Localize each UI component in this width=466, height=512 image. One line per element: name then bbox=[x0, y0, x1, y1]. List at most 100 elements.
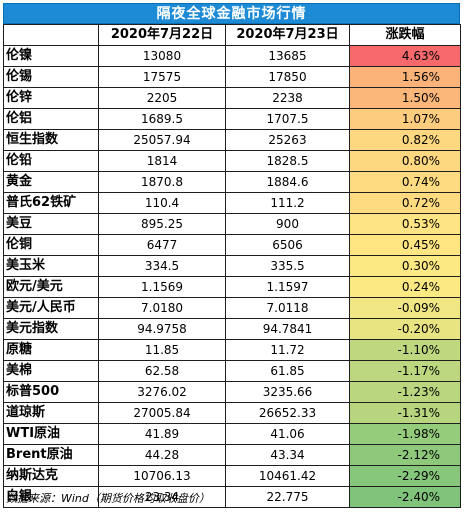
price-0722-cell: 6477 bbox=[98, 234, 226, 256]
table-row: 美棉 62.58 61.85 -1.17% bbox=[3, 360, 461, 382]
change-pct-cell: 0.30% bbox=[349, 255, 461, 277]
header-blank bbox=[3, 24, 99, 46]
change-pct-cell: -2.12% bbox=[349, 444, 461, 466]
change-pct-cell: 0.53% bbox=[349, 213, 461, 235]
change-pct-cell: -1.31% bbox=[349, 402, 461, 424]
asset-name-cell: 伦镍 bbox=[3, 45, 99, 67]
change-pct-cell: 1.56% bbox=[349, 66, 461, 88]
asset-name-cell: 黄金 bbox=[3, 171, 99, 193]
price-0723-cell: 22.775 bbox=[225, 486, 350, 508]
price-0723-cell: 3235.66 bbox=[225, 381, 350, 403]
change-pct-cell: 1.07% bbox=[349, 108, 461, 130]
asset-name-cell: 美豆 bbox=[3, 213, 99, 235]
price-0722-cell: 17575 bbox=[98, 66, 226, 88]
change-pct-cell: -0.09% bbox=[349, 297, 461, 319]
table-row: 恒生指数 25057.94 25263 0.82% bbox=[3, 129, 461, 151]
change-pct-cell: 4.63% bbox=[349, 45, 461, 67]
table-row: 美豆 895.25 900 0.53% bbox=[3, 213, 461, 235]
asset-name-cell: 纳斯达克 bbox=[3, 465, 99, 487]
price-0722-cell: 7.0180 bbox=[98, 297, 226, 319]
price-0723-cell: 11.72 bbox=[225, 339, 350, 361]
asset-name-cell: WTI原油 bbox=[3, 423, 99, 445]
asset-name-cell: 美玉米 bbox=[3, 255, 99, 277]
change-pct-cell: 0.80% bbox=[349, 150, 461, 172]
asset-name-cell: 白银 bbox=[3, 486, 99, 508]
price-0723-cell: 900 bbox=[225, 213, 350, 235]
price-0723-cell: 13685 bbox=[225, 45, 350, 67]
asset-name-cell: 伦铝 bbox=[3, 108, 99, 130]
price-0722-cell: 25057.94 bbox=[98, 129, 226, 151]
market-table: 2020年7月22日 2020年7月23日 涨跌幅 伦镍 13080 13685 4.… bbox=[3, 24, 461, 508]
price-0722-cell: 62.58 bbox=[98, 360, 226, 382]
price-0722-cell: 895.25 bbox=[98, 213, 226, 235]
asset-name-cell: 美元指数 bbox=[3, 318, 99, 340]
table-row: 伦镍 13080 13685 4.63% bbox=[3, 45, 461, 67]
price-0723-cell: 335.5 bbox=[225, 255, 350, 277]
price-0722-cell: 1814 bbox=[98, 150, 226, 172]
price-0723-cell: 1884.6 bbox=[225, 171, 350, 193]
change-pct-cell: -1.23% bbox=[349, 381, 461, 403]
change-pct-cell: -2.29% bbox=[349, 465, 461, 487]
price-0723-cell: 7.0118 bbox=[225, 297, 350, 319]
change-pct-cell: 0.24% bbox=[349, 276, 461, 298]
asset-name-cell: 欧元/美元 bbox=[3, 276, 99, 298]
asset-name-cell: 美棉 bbox=[3, 360, 99, 382]
price-0722-cell: 41.89 bbox=[98, 423, 226, 445]
price-0723-cell: 43.34 bbox=[225, 444, 350, 466]
market-table-panel: 隔夜全球金融市场行情 2020年7月22日 2020年7月23日 涨跌幅 伦镍 1… bbox=[3, 3, 461, 508]
change-pct-cell: 0.82% bbox=[349, 129, 461, 151]
price-0722-cell: 1689.5 bbox=[98, 108, 226, 130]
table-row: 伦铝 1689.5 1707.5 1.07% bbox=[3, 108, 461, 130]
price-0723-cell: 10461.42 bbox=[225, 465, 350, 487]
price-0723-cell: 61.85 bbox=[225, 360, 350, 382]
asset-name-cell: 普氏62铁矿 bbox=[3, 192, 99, 214]
asset-name-cell: 恒生指数 bbox=[3, 129, 99, 151]
asset-name-cell: 道琼斯 bbox=[3, 402, 99, 424]
asset-name-cell: Brent原油 bbox=[3, 444, 99, 466]
change-pct-cell: -1.98% bbox=[349, 423, 461, 445]
price-0723-cell: 26652.33 bbox=[225, 402, 350, 424]
table-row: 道琼斯 27005.84 26652.33 -1.31% bbox=[3, 402, 461, 424]
price-0723-cell: 1828.5 bbox=[225, 150, 350, 172]
table-row: 伦铅 1814 1828.5 0.80% bbox=[3, 150, 461, 172]
table-title: 隔夜全球金融市场行情 bbox=[3, 3, 460, 24]
asset-name-cell: 伦锌 bbox=[3, 87, 99, 109]
price-0722-cell: 1870.8 bbox=[98, 171, 226, 193]
asset-name-cell: 标普500 bbox=[3, 381, 99, 403]
price-0722-cell: 3276.02 bbox=[98, 381, 226, 403]
change-pct-cell: 0.72% bbox=[349, 192, 461, 214]
price-0723-cell: 111.2 bbox=[225, 192, 350, 214]
table-row: 美元/人民币 7.0180 7.0118 -0.09% bbox=[3, 297, 461, 319]
table-row: 纳斯达克 10706.13 10461.42 -2.29% bbox=[3, 465, 461, 487]
asset-name-cell: 伦锡 bbox=[3, 66, 99, 88]
asset-name-cell: 伦铅 bbox=[3, 150, 99, 172]
table-row: WTI原油 41.89 41.06 -1.98% bbox=[3, 423, 461, 445]
table-row: 欧元/美元 1.1569 1.1597 0.24% bbox=[3, 276, 461, 298]
price-0722-cell: 13080 bbox=[98, 45, 226, 67]
change-pct-cell: -1.10% bbox=[349, 339, 461, 361]
header-date-2: 2020年7月23日 bbox=[225, 24, 350, 46]
price-0723-cell: 41.06 bbox=[225, 423, 350, 445]
table-row: 美玉米 334.5 335.5 0.30% bbox=[3, 255, 461, 277]
table-body: 伦镍 13080 13685 4.63% 伦锡 17575 17850 1.56% 伦锌 2205… bbox=[3, 45, 461, 508]
table-row: 白银 23.34 22.775 -2.40% bbox=[3, 486, 461, 508]
price-0722-cell: 27005.84 bbox=[98, 402, 226, 424]
header-change: 涨跌幅 bbox=[349, 24, 461, 46]
change-pct-cell: -1.17% bbox=[349, 360, 461, 382]
table-row: 标普500 3276.02 3235.66 -1.23% bbox=[3, 381, 461, 403]
table-row: 黄金 1870.8 1884.6 0.74% bbox=[3, 171, 461, 193]
price-0723-cell: 2238 bbox=[225, 87, 350, 109]
change-pct-cell: -0.20% bbox=[349, 318, 461, 340]
price-0723-cell: 1707.5 bbox=[225, 108, 350, 130]
price-0722-cell: 2205 bbox=[98, 87, 226, 109]
header-date-1: 2020年7月22日 bbox=[98, 24, 226, 46]
price-0723-cell: 25263 bbox=[225, 129, 350, 151]
change-pct-cell: 0.45% bbox=[349, 234, 461, 256]
price-0722-cell: 94.9758 bbox=[98, 318, 226, 340]
table-row: 普氏62铁矿 110.4 111.2 0.72% bbox=[3, 192, 461, 214]
price-0723-cell: 17850 bbox=[225, 66, 350, 88]
source-note: 数据来源：Wind（期货价格均取收盘价） bbox=[6, 492, 210, 505]
price-0723-cell: 94.7841 bbox=[225, 318, 350, 340]
change-pct-cell: 0.74% bbox=[349, 171, 461, 193]
price-0723-cell: 1.1597 bbox=[225, 276, 350, 298]
